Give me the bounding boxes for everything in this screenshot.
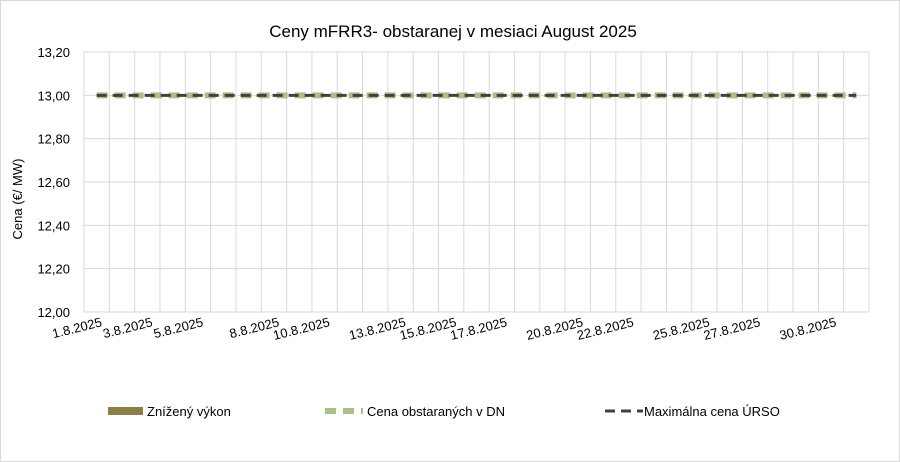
x-tick-label: 22.8.2025 (575, 314, 635, 343)
y-tick-label: 12,20 (37, 262, 70, 277)
legend-swatch-bar (108, 407, 143, 415)
x-tick-label: 17.8.2025 (449, 314, 509, 343)
x-tick-label: 27.8.2025 (702, 314, 762, 343)
y-tick-label: 12,40 (37, 218, 70, 233)
y-tick-label: 12,60 (37, 175, 70, 190)
y-tick-label: 12,00 (37, 305, 70, 320)
legend: Znížený výkon Cena obstaraných v DN Maximá… (108, 404, 780, 419)
legend-label: Maximálna cena ÚRSO (644, 404, 780, 419)
y-tick-labels: 12,00 12,20 12,40 12,60 12,80 13,00 13,20 (37, 45, 70, 320)
y-tick-label: 13,20 (37, 45, 70, 60)
grid-lines (83, 51, 870, 313)
chart-title: Ceny mFRR3- obstaranej v mesiaci August … (269, 22, 637, 41)
x-tick-label: 30.8.2025 (778, 314, 838, 343)
legend-label: Znížený výkon (147, 404, 231, 419)
x-tick-label: 10.8.2025 (272, 314, 332, 343)
x-tick-label: 3.8.2025 (101, 314, 154, 341)
legend-label: Cena obstaraných v DN (367, 404, 505, 419)
y-tick-label: 12,80 (37, 132, 70, 147)
y-tick-label: 13,00 (37, 88, 70, 103)
x-tick-label: 5.8.2025 (152, 314, 205, 341)
y-axis-label: Cena (€/ MW) (10, 159, 25, 240)
